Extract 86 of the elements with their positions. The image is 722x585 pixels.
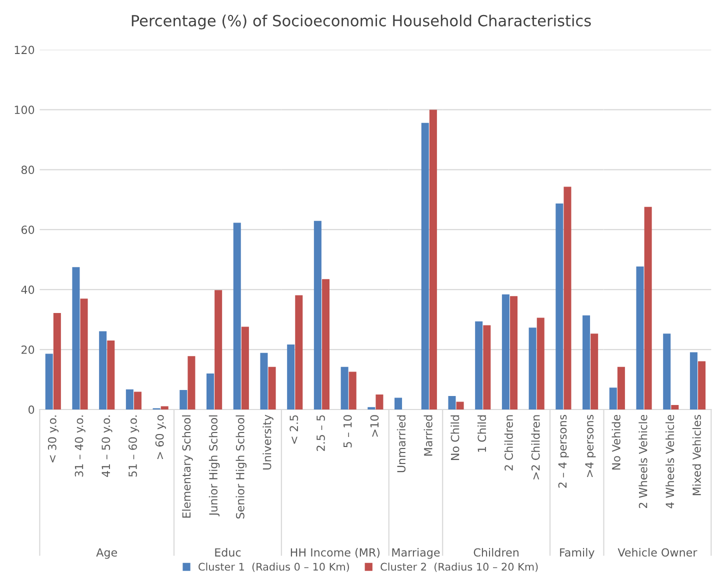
x-tick-label: Married: [424, 415, 432, 456]
legend-label: Cluster 1 (Radius 0 – 10 Km): [198, 562, 349, 572]
bar: [663, 334, 671, 410]
bar: [53, 312, 61, 410]
y-tick-label: 60: [21, 226, 34, 234]
x-tick-label: 51 – 60 y.o.: [128, 416, 140, 477]
bar: [456, 402, 464, 410]
x-tick-label: 4 Wheels Vehicle: [666, 414, 674, 508]
y-tick-label: 80: [21, 166, 34, 174]
x-tick-label: < 2.5: [290, 415, 298, 444]
bar: [180, 390, 188, 410]
bar: [536, 318, 544, 410]
legend-label: Cluster 2 (Radius 10 – 20 Km): [380, 562, 538, 572]
x-axis-title: Marriage: [392, 548, 440, 559]
bar: [260, 352, 268, 410]
bar: [314, 220, 322, 410]
x-tick-label: > 60 y.o: [155, 414, 166, 460]
x-tick-label: Elementary School: [182, 415, 193, 518]
bar: [475, 321, 483, 410]
y-tick-label: 100: [14, 106, 34, 114]
bar: [590, 334, 598, 410]
x-tick-label: Junior High School: [208, 415, 220, 516]
bar: [188, 356, 196, 410]
x-tick-label: 2.5 – 5: [316, 415, 325, 451]
bar: [134, 392, 142, 410]
x-tick-label: University: [262, 414, 274, 470]
bar: [233, 222, 241, 410]
bar: [376, 394, 384, 410]
bar: [295, 295, 303, 410]
bar: [241, 326, 249, 410]
bar: [206, 374, 214, 410]
x-tick-label: No Child: [450, 415, 460, 460]
bar: [502, 294, 510, 410]
x-tick-label: >4 persons: [585, 414, 596, 477]
bar: [322, 279, 330, 410]
bar: [448, 396, 456, 410]
bar: [582, 315, 590, 410]
x-tick-label: >10: [370, 415, 379, 437]
x-axis-title: Family: [560, 548, 594, 559]
x-tick-label: Senior High School: [236, 415, 247, 519]
bar: [644, 206, 652, 410]
text: Percentage (%) of Socioeconomic Household Characteristics: [132, 14, 591, 30]
x-tick-label: Unmarried: [396, 415, 406, 472]
y-tick-label: 20: [22, 346, 34, 354]
bar: [214, 290, 222, 410]
bar: [609, 388, 617, 410]
bar: [690, 352, 698, 410]
bar: [72, 267, 80, 410]
bar: [45, 354, 53, 410]
bar: [564, 186, 572, 410]
x-tick-label: No Vehide: [612, 414, 620, 470]
x-tick-label: 41 – 50 y.o.: [102, 416, 112, 477]
x-tick-label: < 30 y.o.: [48, 416, 59, 462]
bar: [99, 331, 107, 410]
bar: [483, 325, 491, 410]
y-tick-label: 0: [28, 405, 34, 414]
x-axis-title: HH Income (MR): [290, 548, 380, 558]
x-tick-label: 2 Wheels Vehicle: [638, 414, 648, 508]
bar: [268, 366, 276, 410]
bar: [698, 361, 706, 410]
x-tick-label: 1 Child: [477, 415, 486, 452]
bar: [340, 366, 348, 410]
bar: [160, 406, 168, 410]
y-tick-label: 40: [21, 286, 34, 294]
bar: [107, 340, 115, 410]
bar: [556, 204, 564, 410]
x-axis-title: Vehicle Owner: [618, 548, 698, 557]
x-tick-label: >2 Children: [531, 415, 540, 480]
x-tick-label: 5 – 10: [343, 415, 352, 448]
bar: [671, 405, 679, 410]
bar: [287, 344, 295, 410]
bar: [617, 366, 625, 410]
x-tick-label: 2 – 4 persons: [558, 414, 569, 488]
x-tick-label: Mixed Vehicles: [692, 414, 701, 496]
y-tick-label: 120: [14, 46, 34, 54]
bar: [528, 328, 536, 410]
bar: [348, 372, 356, 410]
x-axis-title: Educ: [215, 548, 241, 557]
x-tick-label: 2 Children: [504, 415, 513, 470]
x-tick-label: 31 – 40 y.o.: [74, 416, 86, 477]
x-axis-title: Children: [474, 548, 518, 557]
bar: [636, 266, 644, 410]
bar: [80, 298, 88, 410]
bar: [126, 389, 134, 410]
bar: [510, 296, 518, 410]
x-axis-title: Age: [96, 548, 118, 559]
